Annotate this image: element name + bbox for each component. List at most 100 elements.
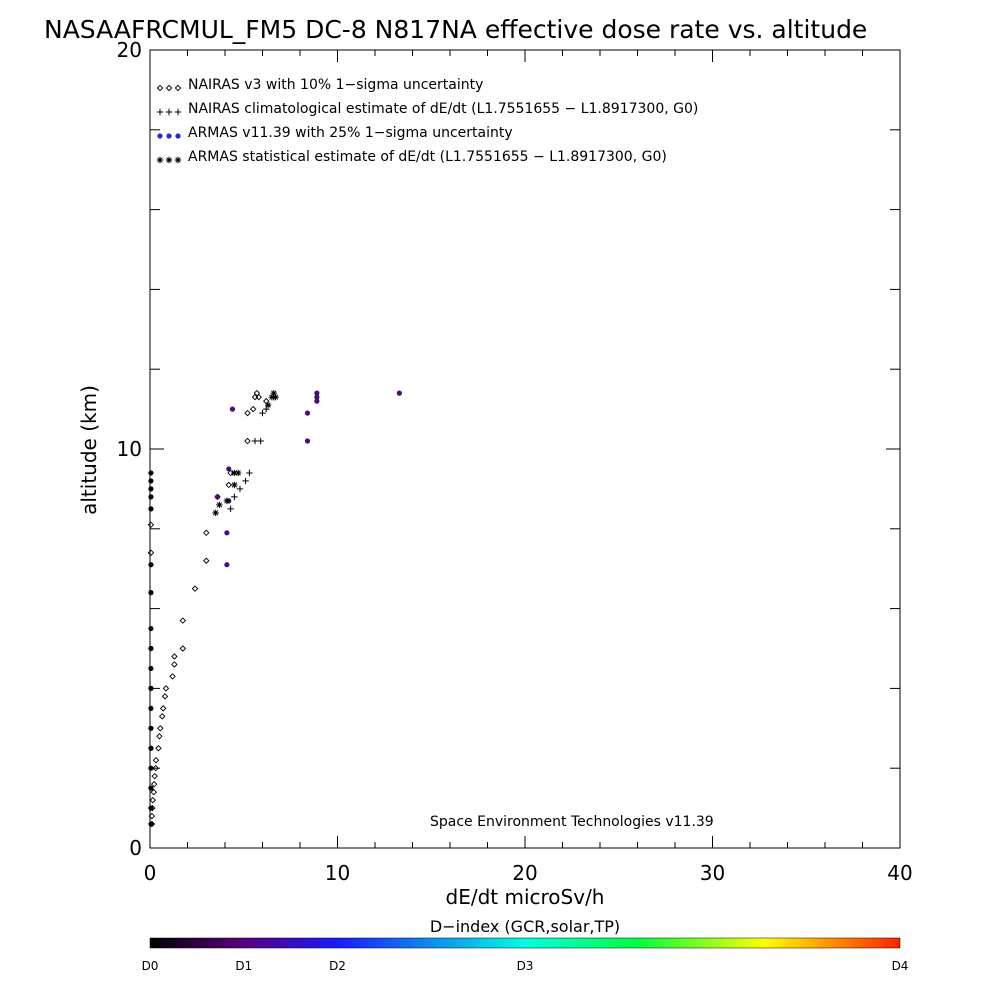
- legend-marker: [174, 156, 182, 164]
- data-points: [147, 389, 402, 828]
- colorbar-labels: D0 D1 D2 D3 D4: [142, 959, 909, 973]
- series-2-point: [148, 494, 154, 500]
- series-0-point: [179, 645, 187, 652]
- series-2-point: [396, 390, 402, 396]
- legend-marker: [165, 108, 173, 116]
- series-2-point: [148, 821, 154, 827]
- series-0-point: [147, 521, 155, 529]
- y-tick-label: 0: [129, 836, 142, 860]
- series-1-point: [251, 437, 259, 445]
- x-tick-label: 0: [144, 861, 157, 885]
- series-2-point: [226, 466, 232, 472]
- legend-label: ARMAS v11.39 with 25% 1−sigma uncertaint…: [188, 125, 513, 141]
- x-tick-labels: 0 10 20 30 40: [144, 861, 913, 885]
- series-0-point: [255, 393, 262, 401]
- annotation: Space Environment Technologies v11.39: [430, 814, 714, 830]
- legend-marker: [156, 84, 164, 92]
- series-2-point: [148, 625, 154, 632]
- series-2-point: [148, 705, 154, 711]
- series-0-point: [249, 405, 257, 413]
- series-0-point: [156, 733, 163, 740]
- series-3-point: [270, 389, 277, 397]
- series-2-point: [148, 478, 154, 484]
- colorbar-label: D2: [329, 959, 346, 973]
- series-0-point: [152, 764, 159, 772]
- colorbar: [149, 937, 901, 949]
- x-tick-label: 20: [512, 861, 537, 885]
- series-0-point: [150, 780, 158, 788]
- series-1-point: [242, 477, 249, 485]
- y-tick-labels: 0 10 20: [117, 38, 142, 860]
- series-3-point: [264, 401, 272, 409]
- axis-ticks: [149, 49, 901, 849]
- series-1-point: [236, 485, 244, 493]
- series-0-point: [169, 673, 176, 680]
- series-0-point: [203, 529, 210, 537]
- legend-marker: [174, 108, 182, 116]
- legend-marker: [157, 133, 163, 139]
- colorbar-label: D1: [235, 959, 252, 973]
- series-2-point: [148, 725, 154, 731]
- legend-marker: [175, 133, 181, 139]
- series-3-point: [272, 393, 279, 401]
- legend-marker: [165, 84, 173, 92]
- series-0-point: [149, 796, 157, 804]
- series-0-point: [161, 693, 169, 700]
- series-2-point: [148, 562, 154, 568]
- legend-marker: [165, 156, 173, 164]
- colorbar-label: D0: [142, 959, 159, 973]
- series-2-point: [224, 530, 230, 536]
- series-3-point: [234, 469, 242, 477]
- series-0-point: [148, 812, 156, 820]
- legend-marker: [174, 84, 182, 92]
- series-3-point: [223, 497, 231, 505]
- series-2-point: [148, 785, 154, 791]
- legend-label: ARMAS statistical estimate of dE/dt (L1.…: [188, 149, 667, 165]
- series-0-point: [157, 725, 164, 732]
- series-3-point: [231, 469, 238, 477]
- series-0-point: [225, 481, 232, 489]
- series-0-point: [171, 653, 178, 660]
- legend-marker: [166, 133, 172, 139]
- y-axis-label: altitude (km): [77, 385, 101, 515]
- legend-label: NAIRAS climatological estimate of dE/dt …: [188, 101, 698, 117]
- plot-frame: [149, 49, 901, 849]
- series-2-point: [148, 590, 154, 596]
- legend-label: NAIRAS v3 with 10% 1−sigma uncertainty: [188, 77, 483, 93]
- series-2-point: [314, 390, 320, 396]
- series-1-point: [246, 469, 253, 477]
- series-0-point: [203, 557, 210, 564]
- series-0-point: [150, 788, 157, 796]
- chart-title: NASAAFRCMUL_FM5 DC-8 N817NA effective do…: [44, 15, 867, 44]
- series-0-point: [151, 772, 158, 780]
- series-2-point: [229, 406, 236, 412]
- series-2-point: [214, 494, 221, 500]
- colorbar-title: D−index (GCR,solar,TP): [430, 917, 620, 936]
- series-0-point: [244, 437, 251, 445]
- colorbar-label: D4: [892, 959, 909, 973]
- series-0-point: [244, 409, 251, 417]
- series-2-point: [314, 394, 320, 400]
- colorbar-label: D3: [517, 959, 534, 973]
- series-2-point: [148, 765, 154, 771]
- series-2-point: [148, 645, 154, 652]
- series-0-point: [171, 661, 178, 668]
- legend-marker: [156, 108, 164, 116]
- series-2-point: [148, 506, 154, 512]
- legend: NAIRAS v3 with 10% 1−sigma uncertainty NA…: [156, 77, 698, 165]
- series-0-point: [227, 469, 234, 477]
- series-0-point: [253, 389, 261, 397]
- x-tick-label: 40: [887, 861, 912, 885]
- series-0-point: [159, 705, 167, 712]
- x-tick-label: 30: [700, 861, 725, 885]
- series-3-point: [216, 501, 223, 509]
- series-2-point: [314, 398, 320, 404]
- series-2-point: [304, 438, 311, 444]
- x-axis-label: dE/dt microSv/h: [446, 885, 605, 909]
- series-1-point: [231, 493, 238, 501]
- series-1-point: [227, 505, 234, 513]
- series-2-point: [224, 562, 230, 568]
- series-2-point: [148, 745, 154, 751]
- series-2-point: [304, 410, 311, 416]
